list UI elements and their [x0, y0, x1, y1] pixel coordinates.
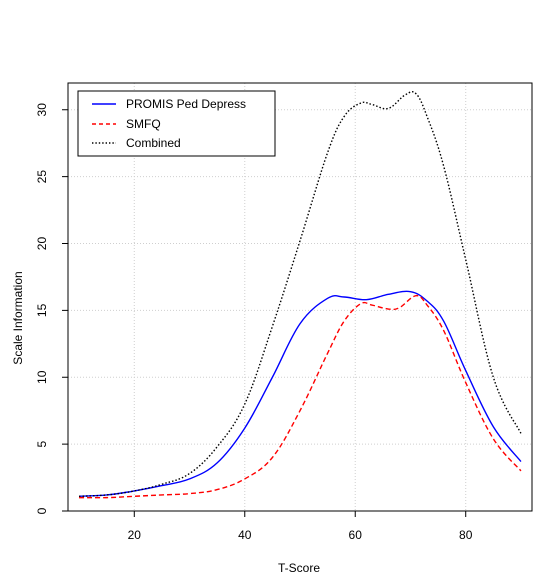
- legend: PROMIS Ped Depress SMFQ Combined: [77, 90, 276, 157]
- series-line-promis-ped-depress: [79, 290, 522, 497]
- axes: 20 40 60 80 0 5 10 15 20 25 30: [35, 82, 533, 542]
- y-tick-label: 5: [35, 440, 49, 447]
- y-tick-label: 20: [35, 237, 49, 251]
- x-tick-label: 40: [238, 528, 252, 542]
- plot-border: [67, 82, 533, 512]
- y-tick-label: 15: [35, 303, 49, 317]
- legend-label-combined: Combined: [126, 136, 181, 150]
- series-line-smfq: [79, 294, 522, 499]
- legend-box: [77, 90, 276, 157]
- legend-label-smfq: SMFQ: [126, 117, 161, 131]
- grid-lines: [68, 83, 532, 512]
- y-tick-label: 10: [35, 370, 49, 384]
- y-axis-label: Scale Information: [11, 271, 25, 364]
- x-tick-label: 80: [459, 528, 473, 542]
- y-tick-label: 30: [35, 103, 49, 117]
- x-tick-label: 60: [349, 528, 363, 542]
- legend-label-promis: PROMIS Ped Depress: [126, 97, 246, 111]
- y-tick-label: 25: [35, 170, 49, 184]
- series-line-combined: [79, 91, 522, 497]
- x-tick-label: 20: [128, 528, 142, 542]
- y-tick-label: 0: [35, 507, 49, 514]
- series-lines: [79, 91, 522, 499]
- x-axis-label: T-Score: [278, 561, 320, 575]
